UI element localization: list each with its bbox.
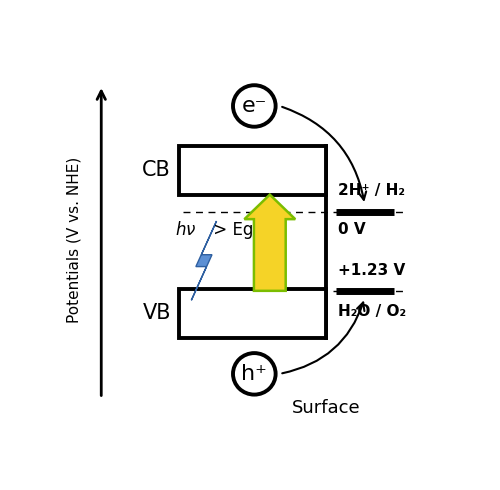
Text: > Eg: > Eg — [208, 221, 253, 240]
FancyArrowPatch shape — [282, 302, 364, 373]
Text: 2H⁺ / H₂: 2H⁺ / H₂ — [338, 183, 404, 198]
Text: Potentials (V vs. NHE): Potentials (V vs. NHE) — [66, 157, 82, 323]
Text: $h\nu$: $h\nu$ — [175, 221, 197, 240]
FancyArrow shape — [244, 195, 295, 291]
Circle shape — [233, 353, 276, 394]
Text: +1.23 V: +1.23 V — [338, 263, 405, 278]
Bar — [179, 289, 326, 338]
Polygon shape — [192, 221, 216, 300]
Text: Surface: Surface — [292, 399, 360, 417]
Text: H₂O / O₂: H₂O / O₂ — [338, 304, 406, 319]
Text: e⁻: e⁻ — [242, 96, 267, 116]
Text: 0 V: 0 V — [338, 222, 365, 237]
Text: VB: VB — [142, 303, 171, 323]
FancyArrowPatch shape — [282, 107, 366, 200]
Text: h⁺: h⁺ — [242, 364, 267, 384]
Text: CB: CB — [142, 160, 171, 180]
Bar — [179, 146, 326, 195]
Circle shape — [233, 85, 276, 127]
